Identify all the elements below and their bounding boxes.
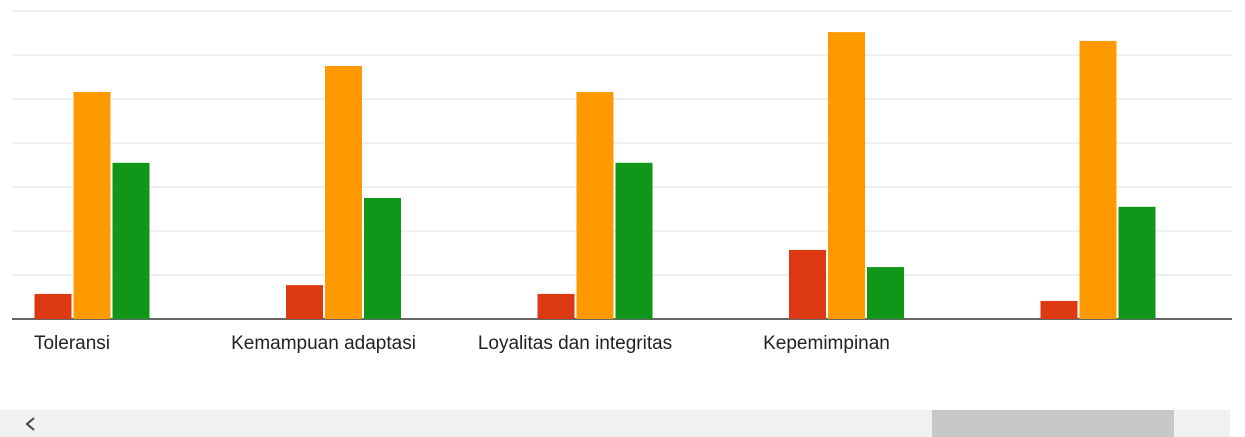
bar	[364, 198, 401, 319]
bar	[1118, 206, 1156, 319]
bar	[576, 91, 614, 320]
bar	[1079, 40, 1117, 320]
plot-area: Toleransi Kemampuan adaptasi Loyalitas dan…	[12, 10, 1232, 354]
bar	[1040, 300, 1078, 319]
bar	[325, 66, 362, 319]
bar	[286, 285, 323, 319]
x-tick-label: Loyalitas dan integritas	[478, 333, 672, 354]
scrollbar-thumb[interactable]	[932, 410, 1174, 437]
bar	[34, 293, 72, 319]
x-tick-label: Kepemimpinan	[763, 333, 890, 354]
bar	[828, 32, 865, 320]
bar	[73, 91, 111, 320]
scroll-left-arrow[interactable]	[25, 417, 35, 431]
bar	[537, 293, 575, 319]
bar	[112, 162, 150, 319]
x-tick-label: Toleransi	[34, 333, 110, 354]
x-tick-label: Kemampuan adaptasi	[231, 333, 416, 354]
bar	[867, 267, 904, 319]
bar	[789, 249, 826, 319]
bar	[615, 162, 653, 319]
